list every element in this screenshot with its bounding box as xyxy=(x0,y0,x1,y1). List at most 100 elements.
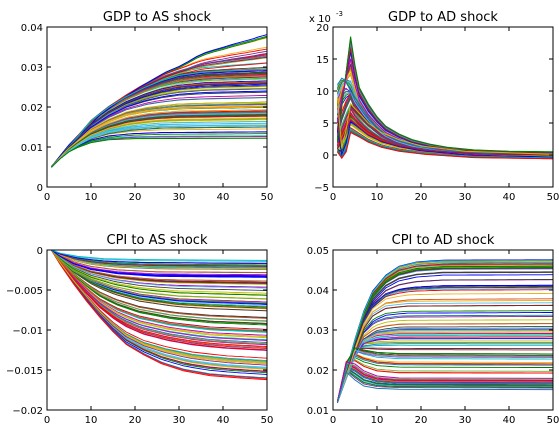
series-line xyxy=(336,347,553,403)
series-line xyxy=(51,250,267,270)
series-line xyxy=(336,97,553,155)
series-line xyxy=(336,361,553,403)
y-tick-label: −0.005 xyxy=(6,286,43,297)
y-tick-label: 0 xyxy=(37,183,43,194)
y-tick-label: 0.01 xyxy=(307,406,329,417)
y-tick-label: 0 xyxy=(37,246,43,257)
series-line xyxy=(337,128,553,159)
series-line xyxy=(336,271,553,402)
series-line xyxy=(336,338,553,402)
series-line xyxy=(51,250,267,266)
series-line xyxy=(51,34,267,168)
series-line xyxy=(51,250,267,262)
series-line xyxy=(336,363,553,402)
y-tick-label: 0.02 xyxy=(307,366,329,377)
series-line xyxy=(51,250,267,326)
series-line xyxy=(336,259,553,402)
chart-title: CPI to AD shock xyxy=(392,233,495,248)
series-line xyxy=(336,263,553,402)
series-line xyxy=(51,250,267,289)
series-line xyxy=(336,315,553,402)
series-line xyxy=(51,250,267,273)
chart-title: GDP to AS shock xyxy=(103,10,212,25)
x-tick-label: 10 xyxy=(85,415,98,426)
series-line xyxy=(336,360,553,403)
series-line xyxy=(51,250,267,319)
y-tick-label: −0.015 xyxy=(6,366,43,377)
series-line xyxy=(336,343,553,403)
x-tick-label: 40 xyxy=(503,415,516,426)
series-line xyxy=(51,250,267,296)
y-tick-label: 0.04 xyxy=(21,23,43,34)
x-tick-label: 50 xyxy=(547,415,559,426)
x-tick-label: 30 xyxy=(173,415,186,426)
x-tick-label: 40 xyxy=(217,415,230,426)
x-tick-label: 0 xyxy=(44,192,50,203)
series-line xyxy=(336,292,553,402)
series-line xyxy=(336,131,553,160)
series-line xyxy=(336,327,553,403)
x-tick-label: 10 xyxy=(371,415,384,426)
series-line xyxy=(336,118,553,156)
series-line xyxy=(336,312,553,403)
x-tick-label: 20 xyxy=(129,415,142,426)
series-line xyxy=(51,56,267,168)
series-line xyxy=(336,336,553,403)
series-line xyxy=(51,250,267,300)
subplot-4: 0 10 20 30 40 50 0.01 0.02 0.03 0.04 0.05 CPI to AD… xyxy=(307,233,559,426)
series-line xyxy=(336,344,553,403)
series-line xyxy=(50,250,267,363)
series-line xyxy=(51,250,267,322)
series-line xyxy=(336,362,553,403)
axes-frame xyxy=(332,26,554,188)
series-line xyxy=(51,250,267,291)
series-line xyxy=(51,250,267,312)
series-line xyxy=(51,250,267,332)
series-line xyxy=(336,349,553,403)
series-line xyxy=(336,367,553,403)
x-tick-label: 0 xyxy=(330,192,336,203)
y-tick-label: 0 xyxy=(323,151,329,162)
series-line xyxy=(336,330,553,404)
x-tick-label: 40 xyxy=(217,192,230,203)
axis-scale-exponent: -3 xyxy=(336,10,343,18)
x-tick-label: 50 xyxy=(261,415,274,426)
series-line xyxy=(336,274,553,403)
series-line xyxy=(51,250,267,369)
series-line xyxy=(336,371,553,403)
axis-scale-label: x 10 xyxy=(309,14,331,25)
series-line xyxy=(51,250,267,351)
series-line xyxy=(336,359,553,403)
series-line xyxy=(336,357,553,403)
series-line xyxy=(336,326,553,403)
y-tick-label: 0.03 xyxy=(21,63,43,74)
series-line xyxy=(51,250,267,282)
series-line xyxy=(51,250,267,268)
x-tick-label: 10 xyxy=(85,192,98,203)
series-line xyxy=(336,310,553,402)
y-tick-label: −0.02 xyxy=(12,406,43,417)
series-line xyxy=(51,117,267,168)
subplot-1: 0 10 20 30 40 50 0 0.01 0.02 0.03 0.04 GDP to AS sh… xyxy=(21,10,274,203)
chart-title: GDP to AD shock xyxy=(388,10,498,25)
series-line xyxy=(336,364,553,403)
y-tick-label: 15 xyxy=(316,55,329,66)
series-line xyxy=(51,250,267,372)
y-tick-label: 0.03 xyxy=(307,326,329,337)
series-line xyxy=(51,250,267,308)
series-line xyxy=(51,90,267,168)
x-tick-label: 20 xyxy=(415,415,428,426)
series-line xyxy=(336,314,553,402)
x-tick-label: 10 xyxy=(371,192,384,203)
x-tick-label: 50 xyxy=(547,192,559,203)
series-line xyxy=(51,121,267,168)
series-line xyxy=(336,353,553,403)
series-line xyxy=(336,319,553,403)
series-line xyxy=(51,250,267,341)
y-tick-label: 0.04 xyxy=(307,286,329,297)
series-line xyxy=(51,250,267,284)
series-line xyxy=(51,250,267,294)
series-line xyxy=(336,368,553,402)
